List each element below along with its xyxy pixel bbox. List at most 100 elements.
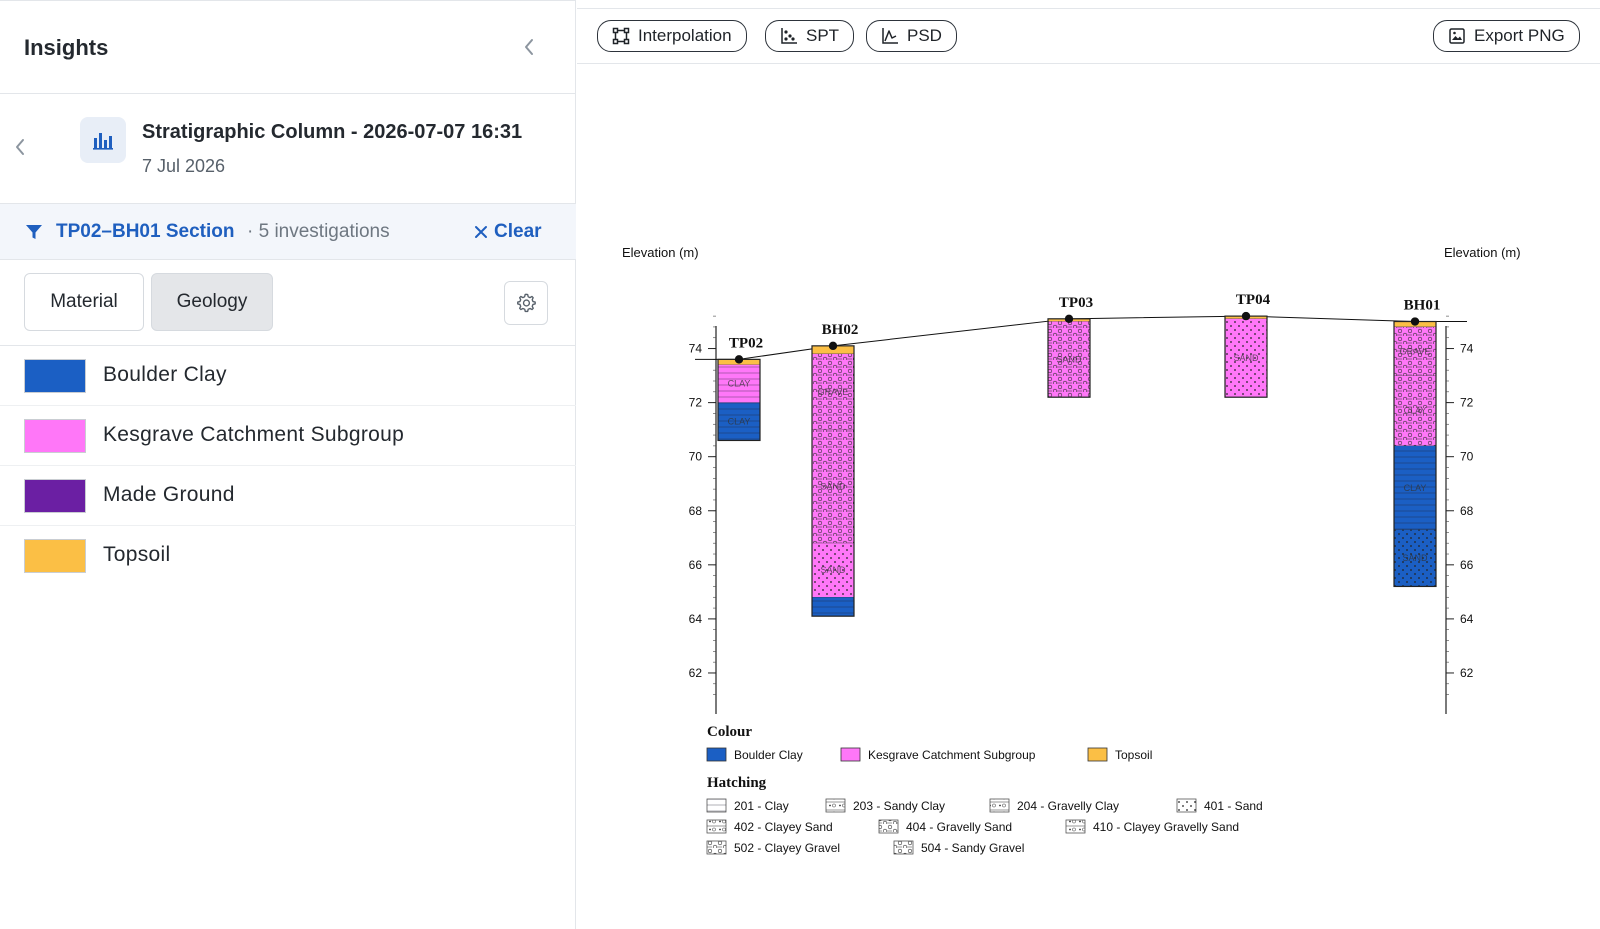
legend-hatch-pattern [1066,820,1085,833]
tick-label-left: 66 [689,558,703,572]
legend-hatch-pattern [894,841,913,854]
layer-hatch [1394,375,1436,446]
borehole-name-label: TP04 [1236,292,1271,308]
y-axis-label-left: Elevation (m) [622,245,699,260]
legend-colour-label: Boulder Clay [734,748,803,762]
back-button[interactable] [10,136,30,158]
chart-panel: Interpolation SPT PSD Export PNG Elevati… [577,0,1600,929]
y-axis-label-right: Elevation (m) [1444,245,1521,260]
settings-button[interactable] [504,281,548,325]
legend-colour-title: Colour [707,724,752,740]
layer-hatch [1048,321,1090,398]
tick-label-left: 72 [689,396,703,410]
legend-item: Boulder Clay [0,346,576,406]
tick-label-left: 74 [689,342,703,356]
tick-label-right: 68 [1460,504,1474,518]
legend-hatch-label: 504 - Sandy Gravel [921,841,1024,855]
tick-label-left: 68 [689,504,703,518]
material-toggle[interactable]: Material [24,273,144,331]
legend-swatch [24,539,86,573]
borehole-tp02: CLAY CLAY TP02 [717,335,763,442]
legend-colour-swatch [840,747,861,762]
legend-hatch-pattern [707,799,726,812]
layer-hatch [812,429,854,544]
legend-label: Topsoil [103,543,171,566]
legend-hatch-label: 404 - Gravelly Sand [906,820,1012,834]
borehole-tp03: SAND TP03 [1047,295,1093,398]
scatter-icon [781,28,797,44]
stratigraphic-chart: Elevation (m) Elevation (m) 62 62 64 64 66 66 68… [577,64,1600,929]
panel-header: Insights [0,0,576,94]
layer-label: SAND [820,481,846,491]
export-png-button[interactable]: Export PNG [1433,20,1580,52]
legend-swatch [24,479,86,513]
layer-label: CLAY [728,417,751,427]
section-filter-bar: TP02–BH01 Section · 5 investigations Cle… [0,204,576,260]
filter-investigation-count: · 5 investigations [247,221,390,242]
legend-item: Kesgrave Catchment Subgroup [0,406,576,466]
report-date: 7 Jul 2026 [142,156,226,176]
legend-colour-swatch [706,747,727,762]
report-card: Stratigraphic Column - 2026-07-07 16:31 … [0,94,576,204]
stratigraphic-section-svg: Elevation (m) Elevation (m) 62 62 64 64 66 66 68… [622,245,1521,855]
layer-hatch [1394,445,1436,530]
layer-hatch [1394,529,1436,587]
legend-colour-label: Topsoil [1115,748,1152,762]
legend-hatch-pattern [707,841,726,854]
legend-hatch-pattern [879,820,898,833]
tick-label-left: 62 [689,666,703,680]
borehole-tp04: SAND TP04 [1224,292,1271,398]
legend-colour-swatch [1087,747,1108,762]
legend-hatch-label: 201 - Clay [734,799,789,813]
panel-title: Insights [24,35,109,60]
chart-toolbar: Interpolation SPT PSD Export PNG [577,8,1600,64]
legend-hatch-label: 402 - Clayey Sand [734,820,833,834]
borehole-collar-marker [828,341,838,351]
layer-label: CLAY [1404,483,1427,493]
legend-item: Topsoil [0,526,576,586]
legend-hatch-label: 203 - Sandy Clay [853,799,945,813]
psd-label: PSD [907,26,942,45]
layer-label: CLAY [1404,406,1427,416]
borehole-name-label: TP03 [1059,295,1093,311]
legend-hatching-title: Hatching [707,775,767,791]
funnel-icon [26,225,42,239]
borehole-name-label: BH01 [1404,298,1441,314]
line-chart-icon [882,28,898,44]
image-icon [1449,28,1465,44]
layer-label: CLAY [728,379,751,389]
close-icon [475,226,487,238]
legend-colour-label: Kesgrave Catchment Subgroup [868,748,1036,762]
tick-label-right: 72 [1460,396,1474,410]
borehole-bh01: GRAVE CLAY CLAY SAND BH01 [1393,298,1441,588]
layer-hatch [812,353,854,430]
filter-section-name: TP02–BH01 Section [56,221,235,242]
spt-button[interactable]: SPT [765,20,855,52]
layer-label: GRAVE [818,387,849,397]
tick-label-left: 64 [689,612,703,626]
geology-toggle[interactable]: Geology [151,273,273,331]
legend-hatch-pattern [1177,799,1196,812]
gear-icon [517,293,536,313]
legend-swatch [24,359,86,393]
legend-item: Made Ground [0,466,576,526]
insights-panel: Insights Stratigraphic Column - 2026-07-… [0,0,576,929]
borehole-name-label: BH02 [822,322,859,338]
clear-filter-button[interactable]: Clear [474,218,542,246]
tick-label-left: 70 [689,450,703,464]
legend-label: Made Ground [103,483,235,506]
layer-hatch [1225,318,1267,398]
collapse-panel-button[interactable] [518,36,540,58]
borehole-collar-marker [1410,317,1420,326]
geology-legend: Boulder Clay Kesgrave Catchment Subgroup… [0,346,576,586]
chevron-left-icon [16,139,24,155]
legend-label: Kesgrave Catchment Subgroup [103,423,405,446]
legend-hatch-label: 401 - Sand [1204,799,1263,813]
view-toggle-row: Material Geology [0,260,576,346]
psd-button[interactable]: PSD [866,20,957,52]
legend-hatch-pattern [826,799,845,812]
interpolation-button[interactable]: Interpolation [597,20,747,52]
borehole-bh02: GRAVE SAND SAND BH02 [811,322,859,617]
layer-hatch [718,402,760,441]
